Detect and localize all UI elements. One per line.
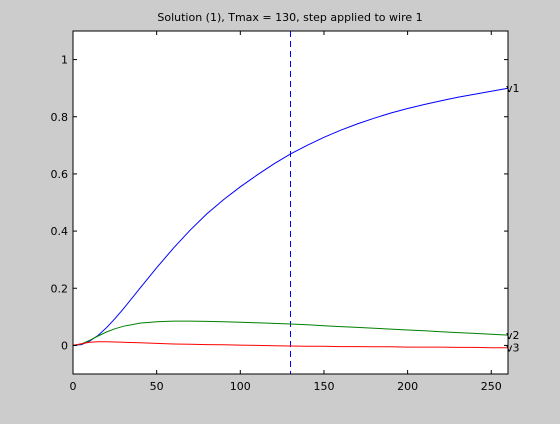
- series-line-v1: [72, 87, 509, 346]
- y-tick-label: 0.2: [51, 282, 69, 295]
- x-tick-label: 50: [150, 380, 164, 393]
- x-tick-label: 100: [230, 380, 251, 393]
- series-layer: [72, 87, 509, 349]
- series-line-v3: [72, 341, 508, 349]
- x-tick-label: 150: [313, 380, 334, 393]
- x-tick-label: 250: [481, 380, 502, 393]
- series-label-v2: v2: [506, 329, 520, 342]
- y-tick-label: 0: [61, 339, 68, 352]
- x-tick-label: 0: [70, 380, 77, 393]
- y-tick-label: 0.4: [51, 225, 69, 238]
- y-tick-label: 0.8: [51, 111, 69, 124]
- y-tick-label: 0.6: [51, 168, 69, 181]
- series-line-v2: [72, 320, 509, 346]
- series-label-v1: v1: [506, 82, 520, 95]
- plot-frame: [72, 30, 509, 375]
- series-label-v3: v3: [506, 342, 520, 355]
- y-tick-label: 1: [61, 54, 68, 67]
- chart-title: Solution (1), Tmax = 130, step applied t…: [157, 11, 422, 24]
- tick-layer: 0 50 100 150 200 250 0 0.2 0.4 0.6 0.8 1: [51, 31, 508, 393]
- x-tick-label: 200: [397, 380, 418, 393]
